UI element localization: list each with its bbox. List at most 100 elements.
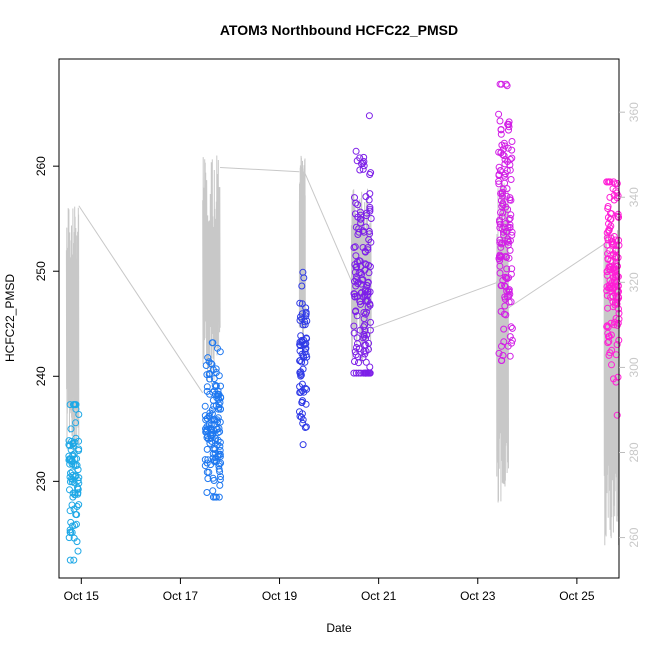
data-point-c5 (506, 352, 514, 360)
data-point-c2 (216, 450, 224, 458)
data-point-c6 (610, 178, 618, 186)
data-point-c5 (508, 154, 516, 162)
trace-connector-2 (220, 166, 300, 173)
data-point-c1 (74, 466, 82, 474)
data-point-c5 (504, 158, 511, 165)
data-point-c1 (70, 401, 77, 409)
data-point-c4 (365, 261, 373, 269)
y-tick-label-1: 230 (34, 471, 48, 491)
data-point-c2 (205, 358, 213, 366)
data-point-c4 (363, 292, 371, 300)
data-point-c4 (354, 201, 362, 209)
data-point-c6 (605, 226, 613, 234)
data-point-c5 (507, 211, 515, 219)
data-point-c2 (207, 360, 215, 367)
data-point-c5 (498, 213, 506, 221)
data-point-c6 (610, 191, 618, 199)
data-point-c4 (361, 341, 368, 349)
data-point-c2 (205, 371, 213, 378)
data-point-c4 (354, 213, 362, 221)
chart-title: ATOM3 Northbound HCFC22_PMSD (220, 22, 458, 38)
data-point-c6 (614, 254, 622, 262)
y-tick-label-4: 260 (34, 156, 48, 176)
data-point-c4 (360, 158, 368, 165)
data-point-c1 (68, 468, 76, 476)
data-point-c6 (613, 341, 621, 349)
y2-tick-label-6: 360 (627, 102, 641, 122)
data-point-c2 (201, 412, 209, 420)
data-point-c6 (603, 267, 611, 275)
data-points (65, 80, 623, 564)
data-point-c4 (363, 308, 370, 316)
data-point-c2 (213, 416, 221, 424)
data-point-c4 (366, 363, 374, 371)
data-point-c1 (69, 452, 77, 460)
data-point-c4 (367, 238, 375, 246)
data-point-c4 (352, 147, 360, 155)
data-point-c4 (364, 246, 372, 254)
data-point-c2 (205, 420, 213, 428)
data-point-c3 (296, 369, 304, 376)
data-point-c4 (351, 261, 359, 268)
data-point-c4 (359, 354, 367, 362)
data-point-c4 (354, 340, 361, 348)
data-point-c4 (365, 112, 373, 120)
data-point-c1 (70, 556, 78, 564)
data-point-c5 (508, 138, 516, 145)
data-point-c2 (215, 372, 223, 380)
data-point-c5 (498, 239, 506, 247)
data-point-c6 (603, 323, 611, 331)
data-point-c5 (505, 121, 512, 129)
data-point-c6 (611, 273, 619, 281)
x-tick-label-6: Oct 25 (559, 589, 595, 603)
data-point-c1 (65, 456, 73, 464)
data-point-c1 (72, 434, 80, 442)
data-point-c5 (505, 238, 513, 246)
trace-connector-1 (78, 205, 204, 394)
data-point-c4 (356, 297, 364, 305)
data-point-c5 (499, 151, 507, 159)
data-point-c6 (604, 203, 612, 210)
data-point-c1 (66, 442, 74, 450)
data-point-c3 (298, 300, 306, 308)
data-point-c5 (500, 231, 507, 239)
data-point-c4 (364, 288, 372, 296)
data-point-c2 (215, 465, 223, 473)
data-point-c1 (66, 556, 74, 564)
data-point-c5 (505, 286, 513, 294)
data-point-c5 (506, 333, 514, 341)
data-point-c5 (502, 203, 510, 211)
data-point-c5 (496, 117, 504, 125)
data-point-c1 (66, 486, 73, 494)
data-point-c1 (72, 401, 80, 409)
data-point-c4 (366, 203, 374, 211)
data-point-c3 (296, 341, 304, 348)
data-point-c2 (213, 394, 221, 402)
data-point-c5 (497, 243, 505, 251)
data-point-c5 (499, 209, 507, 217)
data-point-c4 (360, 315, 368, 323)
data-point-c5 (498, 357, 505, 364)
data-point-c4 (350, 329, 358, 337)
data-point-c2 (216, 481, 224, 489)
data-point-c1 (69, 475, 77, 483)
data-point-c4 (366, 205, 374, 213)
data-point-c6 (606, 193, 614, 201)
data-point-c6 (603, 271, 611, 279)
data-point-c2 (204, 435, 212, 443)
data-point-c1 (70, 461, 78, 469)
y2-tick-label-4: 320 (627, 272, 641, 292)
data-point-c3 (298, 282, 306, 290)
trace-burst-1 (65, 206, 80, 451)
data-point-c1 (74, 547, 82, 555)
data-point-c4 (352, 252, 360, 260)
x-axis: Oct 15 Oct 17 Oct 19 Oct 21 Oct 23 Oct 25 (64, 578, 595, 603)
data-point-c4 (365, 345, 372, 353)
data-point-c4 (351, 194, 358, 202)
data-point-c5 (498, 202, 506, 210)
data-point-c1 (73, 538, 81, 546)
trace-connector-3 (303, 171, 355, 287)
data-point-c6 (606, 283, 614, 291)
data-point-c2 (217, 473, 224, 481)
